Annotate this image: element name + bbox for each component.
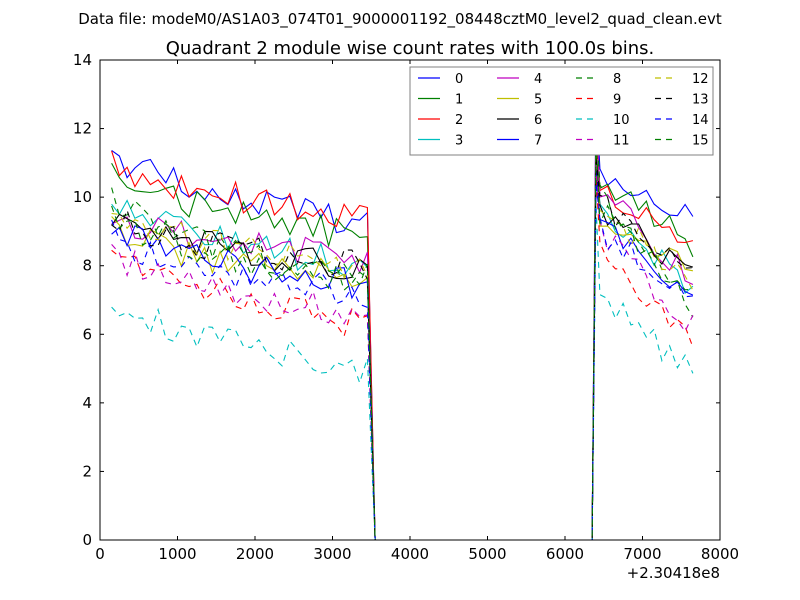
legend-label-8: 8 <box>613 72 621 87</box>
y-tick-label: 6 <box>82 325 92 343</box>
legend-label-3: 3 <box>455 134 463 149</box>
series-line-13 <box>111 155 693 541</box>
y-tick-label: 14 <box>73 51 92 69</box>
series-line-4 <box>111 94 694 541</box>
series-line-15 <box>111 135 693 541</box>
legend-label-9: 9 <box>613 93 621 108</box>
y-tick-label: 2 <box>82 462 92 480</box>
chart-title: Quadrant 2 module wise count rates with … <box>166 38 655 59</box>
x-tick-label: 4000 <box>391 545 429 563</box>
y-tick-label: 8 <box>82 257 92 275</box>
x-tick-label: 1000 <box>158 545 196 563</box>
legend-label-12: 12 <box>692 72 709 87</box>
plot-lines <box>111 94 694 541</box>
legend-label-5: 5 <box>534 93 542 108</box>
legend-label-6: 6 <box>534 113 542 128</box>
series-line-9 <box>111 176 694 541</box>
series-line-8 <box>111 114 694 541</box>
series-line-6 <box>111 162 694 541</box>
legend-box <box>409 66 714 156</box>
legend-label-1: 1 <box>455 93 463 108</box>
y-tick-label: 0 <box>82 531 92 549</box>
x-tick-label: 8000 <box>701 545 739 563</box>
x-tick-label: 7000 <box>623 545 661 563</box>
legend-label-11: 11 <box>613 134 630 149</box>
series-line-0 <box>111 94 694 541</box>
y-tick-label: 10 <box>73 188 92 206</box>
legend-label-2: 2 <box>455 113 463 128</box>
figure-suptitle: Data file: modeM0/AS1A03_074T01_90000011… <box>78 10 722 29</box>
legend-label-0: 0 <box>455 72 463 87</box>
series-line-12 <box>111 142 694 541</box>
legend-label-10: 10 <box>613 113 630 128</box>
legend-label-4: 4 <box>534 72 542 87</box>
series-line-14 <box>111 183 693 541</box>
x-tick-label: 5000 <box>468 545 506 563</box>
legend-label-15: 15 <box>692 134 709 149</box>
series-line-2 <box>111 128 694 541</box>
x-tick-label: 2000 <box>236 545 274 563</box>
x-tick-label: 3000 <box>313 545 351 563</box>
legend-label-13: 13 <box>692 93 709 108</box>
legend-label-14: 14 <box>692 113 709 128</box>
series-line-10 <box>111 203 694 541</box>
axis-ticks: 0 1000 2000 3000 4000 5000 6000 7000 80000246810… <box>73 51 739 563</box>
x-tick-label: 0 <box>95 545 105 563</box>
series-line-7 <box>111 169 694 541</box>
y-tick-label: 4 <box>82 394 92 412</box>
legend-label-7: 7 <box>534 134 542 149</box>
series-line-1 <box>111 121 694 541</box>
series-line-5 <box>111 155 694 541</box>
x-offset-label: +2.30418e8 <box>627 564 720 582</box>
series-line-3 <box>111 145 694 541</box>
y-tick-label: 12 <box>73 120 92 138</box>
x-tick-label: 6000 <box>546 545 584 563</box>
